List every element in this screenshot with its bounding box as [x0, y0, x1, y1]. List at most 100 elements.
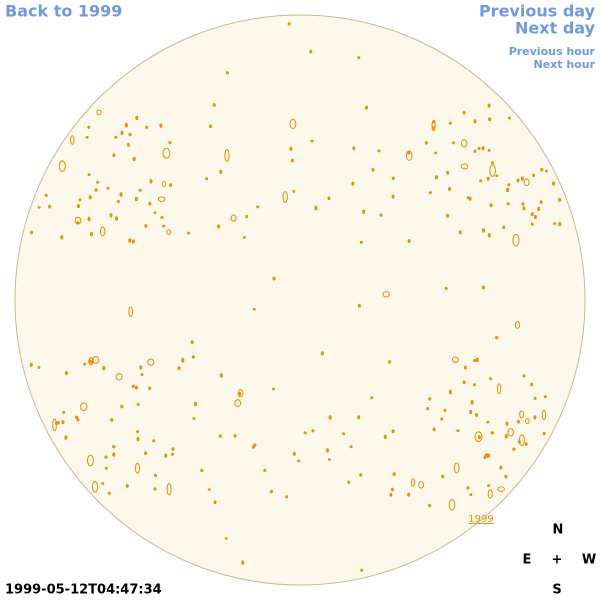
magnetic-feature — [134, 462, 141, 474]
magnetic-feature — [159, 123, 163, 128]
magnetic-feature — [469, 409, 473, 415]
magnetic-feature — [153, 487, 157, 491]
magnetic-feature — [292, 189, 296, 193]
timestamp: 1999-05-12T04:47:34 — [5, 583, 162, 598]
magnetic-feature — [85, 136, 89, 139]
magnetic-feature — [96, 109, 102, 116]
magnetic-feature — [379, 213, 383, 217]
magnetic-feature — [466, 486, 470, 490]
magnetic-feature — [205, 177, 209, 181]
magnetic-feature — [460, 163, 469, 170]
magnetic-feature — [446, 170, 450, 175]
magnetic-feature — [161, 180, 167, 188]
magnetic-feature — [131, 239, 135, 244]
magnetic-feature — [558, 221, 562, 227]
magnetic-feature — [136, 430, 139, 434]
magnetic-feature — [297, 459, 301, 463]
compass-south: S — [552, 583, 561, 598]
compass-east: E — [523, 553, 532, 568]
magnetic-feature — [112, 452, 116, 457]
magnetic-feature — [424, 141, 428, 145]
magnetic-feature — [389, 492, 393, 497]
next-day-link[interactable]: Next day — [515, 19, 596, 38]
previous-hour-link[interactable]: Previous hour — [509, 45, 596, 58]
magnetic-feature — [164, 453, 168, 458]
magnetic-feature — [512, 233, 520, 247]
magnetic-feature — [487, 489, 493, 499]
magnetic-feature — [483, 455, 487, 459]
magnetic-feature — [431, 120, 436, 132]
magnetic-feature — [282, 191, 288, 203]
magnetic-feature — [30, 230, 34, 235]
magnetic-feature — [491, 431, 494, 435]
magnetic-feature — [434, 151, 437, 155]
magnetic-feature — [135, 115, 139, 121]
magnetic-feature — [540, 167, 544, 172]
magnetic-feature — [468, 196, 472, 201]
previous-day-link[interactable]: Previous day — [479, 2, 596, 21]
magnetic-feature — [479, 179, 483, 183]
magnetic-feature — [514, 321, 521, 329]
magnetic-feature — [516, 419, 520, 424]
magnetic-feature — [290, 158, 294, 163]
magnetic-feature — [533, 415, 537, 420]
magnetic-feature — [428, 191, 432, 194]
magnetic-feature — [474, 431, 483, 443]
magnetic-feature — [309, 49, 313, 54]
magnetic-feature — [497, 486, 505, 492]
magnetic-feature — [252, 307, 256, 311]
magnetic-feature — [470, 399, 474, 405]
magnetic-feature — [543, 395, 547, 399]
magnetic-feature — [101, 482, 105, 485]
magnetic-feature — [451, 356, 459, 363]
magnetic-feature — [502, 225, 506, 230]
magnetic-feature — [124, 122, 128, 128]
magnetic-feature — [418, 481, 425, 489]
magnetic-feature — [469, 493, 473, 497]
magnetic-feature — [462, 111, 466, 115]
magnetic-feature — [83, 362, 87, 366]
magnetic-feature — [217, 224, 221, 229]
magnetic-feature — [443, 408, 447, 412]
magnetic-feature — [391, 176, 395, 181]
magnetic-feature — [537, 206, 541, 211]
magnetic-feature — [131, 384, 135, 389]
magnetic-feature — [119, 192, 123, 197]
year-link[interactable]: 1999 — [468, 514, 493, 525]
magnetic-feature — [48, 204, 52, 209]
magnetic-feature — [411, 478, 415, 487]
magnetic-feature — [194, 401, 197, 407]
magnetic-feature — [112, 153, 116, 158]
compass-north: N — [553, 523, 564, 538]
magnetic-feature — [75, 415, 79, 419]
magnetic-feature — [462, 380, 466, 385]
magnetic-feature — [218, 434, 222, 438]
magnetic-feature — [224, 149, 230, 162]
magnetic-feature — [285, 495, 289, 499]
magnetic-feature — [87, 454, 94, 467]
magnetic-feature — [104, 455, 108, 459]
compass-center: + — [552, 553, 563, 568]
magnetic-feature — [314, 205, 318, 211]
magnetic-feature — [44, 193, 48, 197]
magnetic-feature — [106, 186, 110, 190]
magnetic-feature — [166, 483, 172, 496]
magnetic-feature — [238, 392, 242, 396]
magnetic-feature — [107, 491, 111, 495]
back-link[interactable]: Back to 1999 — [5, 2, 122, 21]
magnetic-feature — [508, 116, 511, 120]
magnetic-feature — [357, 415, 361, 420]
magnetic-feature — [440, 417, 444, 421]
magnetic-feature — [342, 432, 346, 436]
magnetic-feature — [391, 194, 395, 199]
magnetic-feature — [507, 183, 511, 187]
magnetic-feature — [87, 173, 91, 177]
magnetic-feature — [446, 213, 449, 218]
magnetic-feature — [552, 181, 555, 186]
magnetic-feature — [359, 240, 363, 244]
next-hour-link[interactable]: Next hour — [534, 58, 596, 71]
magnetic-feature — [486, 420, 490, 424]
magnetic-feature — [303, 431, 307, 435]
magnetic-feature — [91, 481, 99, 493]
solar-disk — [14, 14, 586, 586]
